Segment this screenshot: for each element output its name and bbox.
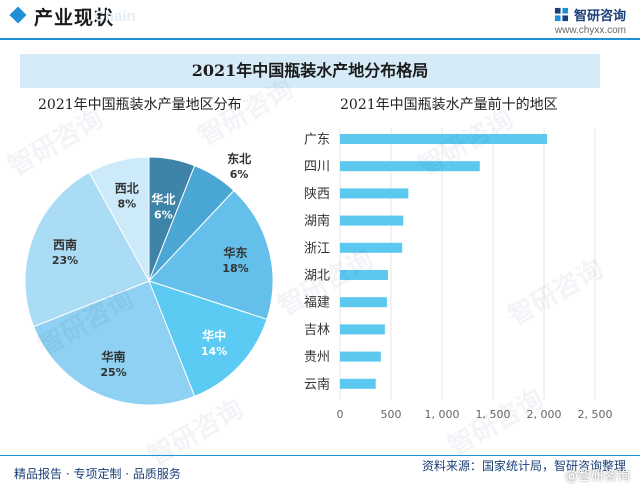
footer-stamp: @智研咨询 xyxy=(564,469,630,484)
bar-10 xyxy=(340,378,376,389)
brand-logo[interactable]: 智研咨询 www.chyxx.com xyxy=(554,4,626,36)
bar-3 xyxy=(340,188,409,199)
x-tick-label-3: 1, 500 xyxy=(476,408,511,421)
x-tick-label-2: 1, 000 xyxy=(425,408,460,421)
page-header: 产业现状 Chain 智研咨询 www.chyxx.com xyxy=(0,0,640,36)
pie-label-7: 西北 xyxy=(115,181,139,196)
pie-chart: 华北 6% 东北 6% 华东 18% 华中 14% 华南 25% 西南 23% 西北 8% xyxy=(24,151,274,406)
bar-2 xyxy=(340,161,480,172)
bar-4 xyxy=(340,215,404,226)
pie-label-2: 东北 xyxy=(227,151,251,166)
bar-8 xyxy=(340,324,385,335)
pie-value-7: 8% xyxy=(117,198,136,211)
pie-value-4: 14% xyxy=(201,345,227,358)
pie-label-1: 华北 xyxy=(151,191,175,206)
data-source: 资料来源：国家统计局，智研咨询整理 xyxy=(421,459,626,473)
header-divider xyxy=(0,38,640,40)
pie-chart-title: 2021年中国瓶装水产量地区分布 xyxy=(38,97,242,113)
category-label-9: 贵州 xyxy=(304,350,330,365)
pie-label-3: 华东 xyxy=(223,245,247,260)
section-diamond-icon xyxy=(9,6,27,24)
pie-slice-6 xyxy=(24,171,150,328)
pie-slice-4 xyxy=(148,280,268,397)
x-tick-label-0: 0 xyxy=(337,408,344,421)
category-label-10: 云南 xyxy=(304,376,330,392)
pie-value-3: 18% xyxy=(222,262,248,275)
pie-slice-5 xyxy=(33,280,196,406)
brand-name: 智研咨询 xyxy=(573,9,626,24)
footer-slogan: 精品报告 · 专项定制 · 品质服务 xyxy=(14,467,181,481)
category-label-2: 四川 xyxy=(304,160,330,175)
category-label-8: 吉林 xyxy=(304,323,330,338)
bar-chart-title: 2021年中国瓶装水产量前十的地区 xyxy=(340,97,558,113)
pie-value-2: 6% xyxy=(230,168,249,181)
category-label-4: 湖南 xyxy=(304,213,330,229)
section-ghost-text: Chain xyxy=(94,8,136,25)
bar-9 xyxy=(340,351,381,362)
pie-slice-3 xyxy=(148,189,274,320)
section-title: 产业现状 xyxy=(34,7,115,29)
bar-1 xyxy=(340,134,548,144)
pie-value-1: 6% xyxy=(154,208,173,221)
category-label-6: 湖北 xyxy=(304,269,330,284)
category-label-3: 陕西 xyxy=(304,187,330,202)
x-tick-label-5: 2, 500 xyxy=(578,408,613,421)
x-tick-label-4: 2, 000 xyxy=(527,408,562,421)
category-label-1: 广东 xyxy=(304,133,330,148)
pie-value-6: 23% xyxy=(52,254,78,267)
brand-logo-icon xyxy=(554,7,568,22)
brand-url[interactable]: www.chyxx.com xyxy=(554,25,626,36)
pie-slice-7 xyxy=(88,156,150,282)
pie-label-6: 西南 xyxy=(53,237,77,252)
footer-divider xyxy=(0,455,640,456)
pie-label-5: 华南 xyxy=(102,349,126,364)
chart-banner-title: 2021年中国瓶装水产地分布格局 xyxy=(20,54,600,88)
pie-value-5: 25% xyxy=(100,366,126,379)
x-tick-label-1: 500 xyxy=(381,408,402,421)
category-label-5: 浙江 xyxy=(304,241,330,256)
pie-label-4: 华中 xyxy=(202,328,226,343)
page-footer: 精品报告 · 专项定制 · 品质服务 资料来源：国家统计局，智研咨询整理 @智研… xyxy=(0,455,640,492)
category-label-7: 福建 xyxy=(304,296,330,311)
bar-5 xyxy=(340,242,403,253)
bar-7 xyxy=(340,297,387,308)
bar-6 xyxy=(340,270,388,280)
